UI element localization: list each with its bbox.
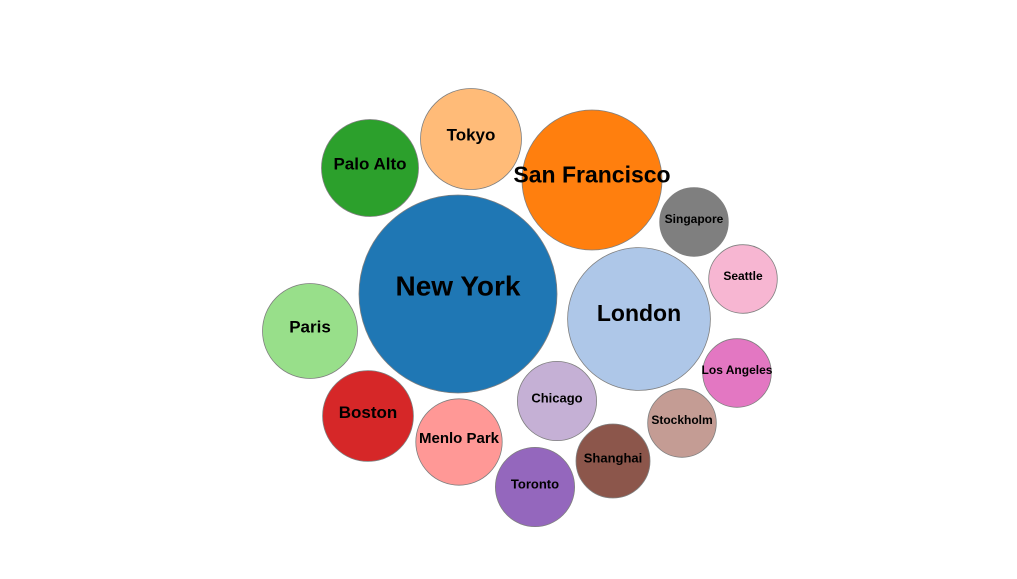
bubble-label-boston: Boston bbox=[339, 403, 398, 422]
bubble-circle-new-york bbox=[358, 194, 558, 394]
bubble-shanghai: Shanghai bbox=[575, 423, 651, 499]
bubble-circle-toronto bbox=[494, 446, 575, 527]
bubble-label-palo-alto: Palo Alto bbox=[333, 155, 406, 174]
bubble-circle-seattle bbox=[708, 244, 778, 314]
bubble-label-shanghai: Shanghai bbox=[584, 451, 643, 466]
bubble-london: London bbox=[567, 247, 711, 391]
bubble-boston: Boston bbox=[322, 370, 414, 462]
bubble-circle-shanghai bbox=[575, 423, 651, 499]
bubble-circle-boston bbox=[322, 370, 414, 462]
bubble-singapore: Singapore bbox=[659, 187, 729, 257]
bubble-circle-london bbox=[567, 247, 711, 391]
bubble-san-francisco: San Francisco bbox=[513, 109, 671, 251]
bubble-label-menlo-park: Menlo Park bbox=[419, 430, 500, 447]
bubble-seattle: Seattle bbox=[708, 244, 778, 314]
bubble-label-stockholm: Stockholm bbox=[651, 413, 712, 427]
bubble-label-chicago: Chicago bbox=[531, 390, 582, 405]
bubble-new-york: New York bbox=[358, 194, 558, 394]
bubble-tokyo: Tokyo bbox=[420, 88, 522, 190]
bubble-los-angeles: Los Angeles bbox=[702, 338, 773, 408]
bubble-circle-menlo-park bbox=[415, 398, 503, 486]
bubble-circle-paris bbox=[262, 283, 358, 379]
bubble-circle-stockholm bbox=[647, 388, 717, 458]
bubble-label-tokyo: Tokyo bbox=[447, 125, 496, 144]
bubble-circle-palo-alto bbox=[321, 119, 419, 217]
bubble-label-singapore: Singapore bbox=[665, 212, 724, 226]
bubble-label-san-francisco: San Francisco bbox=[513, 161, 670, 187]
bubble-menlo-park: Menlo Park bbox=[415, 398, 503, 486]
bubble-circle-los-angeles bbox=[702, 338, 772, 408]
bubble-stockholm: Stockholm bbox=[647, 388, 717, 458]
bubbles-group: New York San Francisco London Tokyo Palo Alt… bbox=[262, 88, 778, 527]
bubble-circle-tokyo bbox=[420, 88, 522, 190]
bubble-circle-singapore bbox=[659, 187, 729, 257]
bubble-label-seattle: Seattle bbox=[723, 269, 763, 283]
bubble-circle-chicago bbox=[517, 360, 598, 441]
bubble-label-new-york: New York bbox=[395, 271, 520, 302]
bubble-toronto: Toronto bbox=[494, 446, 575, 527]
bubble-label-london: London bbox=[597, 300, 681, 326]
bubble-label-toronto: Toronto bbox=[511, 476, 559, 491]
bubble-paris: Paris bbox=[262, 283, 358, 379]
bubble-label-paris: Paris bbox=[289, 318, 331, 337]
bubble-label-los-angeles: Los Angeles bbox=[702, 363, 773, 377]
bubble-chicago: Chicago bbox=[517, 360, 598, 441]
bubble-circle-san-francisco bbox=[521, 109, 663, 251]
bubble-palo-alto: Palo Alto bbox=[321, 119, 419, 217]
